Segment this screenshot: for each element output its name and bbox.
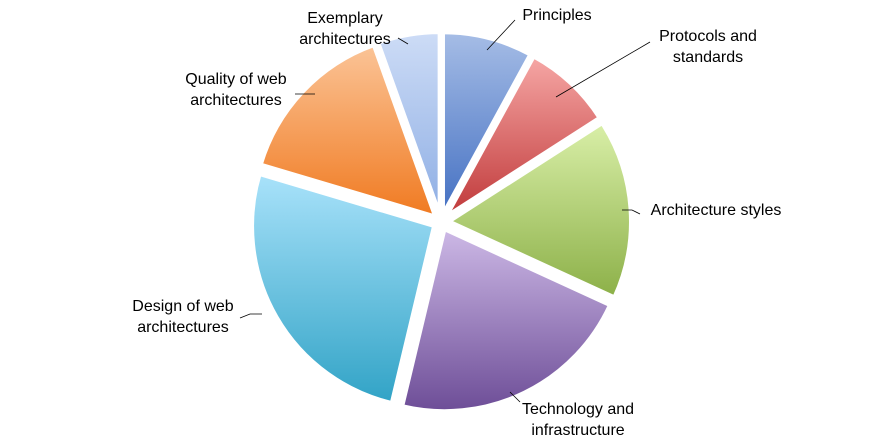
slice-label: Protocols and standards xyxy=(659,28,757,66)
slice-label: Technology and infrastructure xyxy=(522,401,634,439)
slices-layer xyxy=(250,30,633,414)
leader-line xyxy=(239,313,262,319)
slice-label-line: architectures xyxy=(190,92,282,109)
slice-label-line: infrastructure xyxy=(531,422,624,439)
slice-label: Quality of web architectures xyxy=(185,71,286,109)
pie-slice-principles xyxy=(440,30,533,216)
pie-slice-quality-of-web-architectures xyxy=(258,42,439,220)
leader-line xyxy=(622,209,641,215)
pie-slice-protocols-and-standards xyxy=(444,53,603,218)
slice-label: Architecture styles xyxy=(651,202,782,219)
slice-label-line: Principles xyxy=(522,7,591,24)
slice-label-line: Exemplary xyxy=(307,10,383,27)
leader-line xyxy=(486,19,516,51)
labels-layer: Principles Protocols and standards Architec… xyxy=(132,7,781,439)
slice-label-line: Technology and xyxy=(522,401,634,418)
slice-label: Principles xyxy=(522,7,591,24)
pie-slice-technology-and-infrastructure xyxy=(399,226,613,414)
leader-lines-layer xyxy=(239,19,651,403)
slice-label-line: architectures xyxy=(299,31,391,48)
pie-slice-architecture-styles xyxy=(444,120,633,300)
slice-label-line: Quality of web xyxy=(185,71,286,88)
slice-label-line: architectures xyxy=(137,319,229,336)
slice-label-line: Architecture styles xyxy=(651,202,782,219)
slice-label-line: Protocols and xyxy=(659,28,757,45)
slice-label-line: Design of web xyxy=(132,298,233,315)
slice-label: Exemplary architectures xyxy=(299,10,391,48)
pie-slice-design-of-web-architectures xyxy=(250,171,437,406)
slice-label: Design of web architectures xyxy=(132,298,233,336)
leader-line xyxy=(509,391,521,403)
pie-slice-exemplary-architectures xyxy=(375,30,442,215)
slice-label-line: standards xyxy=(673,49,743,66)
leader-line xyxy=(397,37,409,45)
leader-line xyxy=(555,41,651,98)
